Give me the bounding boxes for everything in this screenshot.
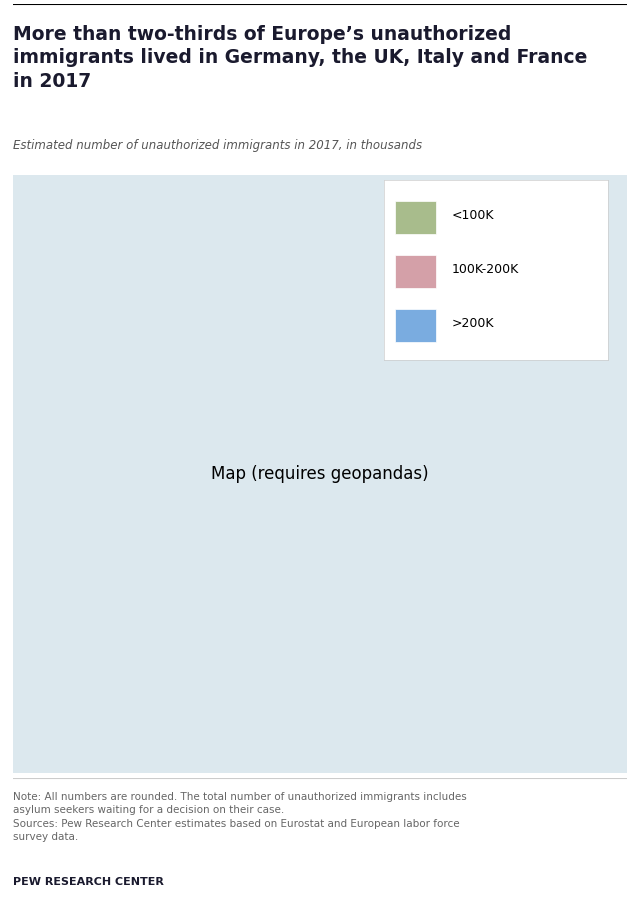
FancyBboxPatch shape <box>396 201 435 234</box>
FancyBboxPatch shape <box>396 309 435 342</box>
Text: Estimated number of unauthorized immigrants in 2017, in thousands: Estimated number of unauthorized immigra… <box>13 138 422 152</box>
FancyBboxPatch shape <box>396 255 435 288</box>
Text: Map (requires geopandas): Map (requires geopandas) <box>211 465 429 484</box>
Text: More than two-thirds of Europe’s unauthorized
immigrants lived in Germany, the U: More than two-thirds of Europe’s unautho… <box>13 24 587 91</box>
Text: PEW RESEARCH CENTER: PEW RESEARCH CENTER <box>13 877 164 886</box>
Text: <100K: <100K <box>451 209 493 222</box>
Text: 100K-200K: 100K-200K <box>451 263 518 276</box>
Text: Note: All numbers are rounded. The total number of unauthorized immigrants inclu: Note: All numbers are rounded. The total… <box>13 792 467 841</box>
Text: >200K: >200K <box>451 317 493 330</box>
